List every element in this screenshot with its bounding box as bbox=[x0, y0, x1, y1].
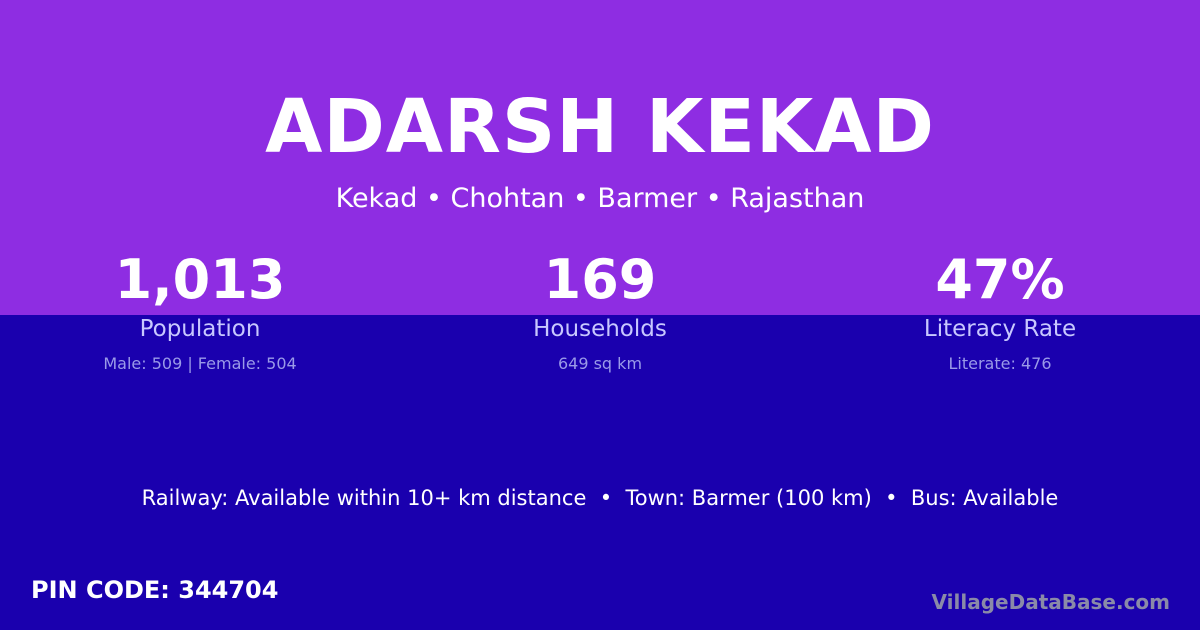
stat-detail: Literate: 476 bbox=[948, 354, 1052, 373]
stat-value: 1,013 bbox=[114, 248, 286, 311]
header-band bbox=[0, 0, 1200, 315]
stat-label: Households bbox=[533, 316, 667, 342]
stat-detail: Male: 509 | Female: 504 bbox=[103, 354, 297, 373]
brand-logo: VillageDataBase.com bbox=[931, 590, 1170, 614]
stat-label: Population bbox=[139, 316, 261, 342]
page-title: ADARSH KEKAD bbox=[265, 84, 935, 170]
stat-value: 47% bbox=[935, 248, 1065, 311]
stat-population: 1,013 Population Male: 509 | Female: 504 bbox=[0, 248, 400, 374]
stat-literacy: 47% Literacy Rate Literate: 476 bbox=[800, 248, 1200, 374]
stat-detail: 649 sq km bbox=[557, 354, 643, 373]
connectivity-info: Railway: Available within 10+ km distanc… bbox=[141, 486, 1059, 510]
stat-households: 169 Households 649 sq km bbox=[400, 248, 800, 374]
location-breadcrumb: Kekad • Chohtan • Barmer • Rajasthan bbox=[335, 183, 865, 214]
pin-code: PIN CODE: 344704 bbox=[31, 576, 279, 604]
stat-value: 169 bbox=[543, 248, 657, 311]
stat-label: Literacy Rate bbox=[923, 316, 1077, 342]
